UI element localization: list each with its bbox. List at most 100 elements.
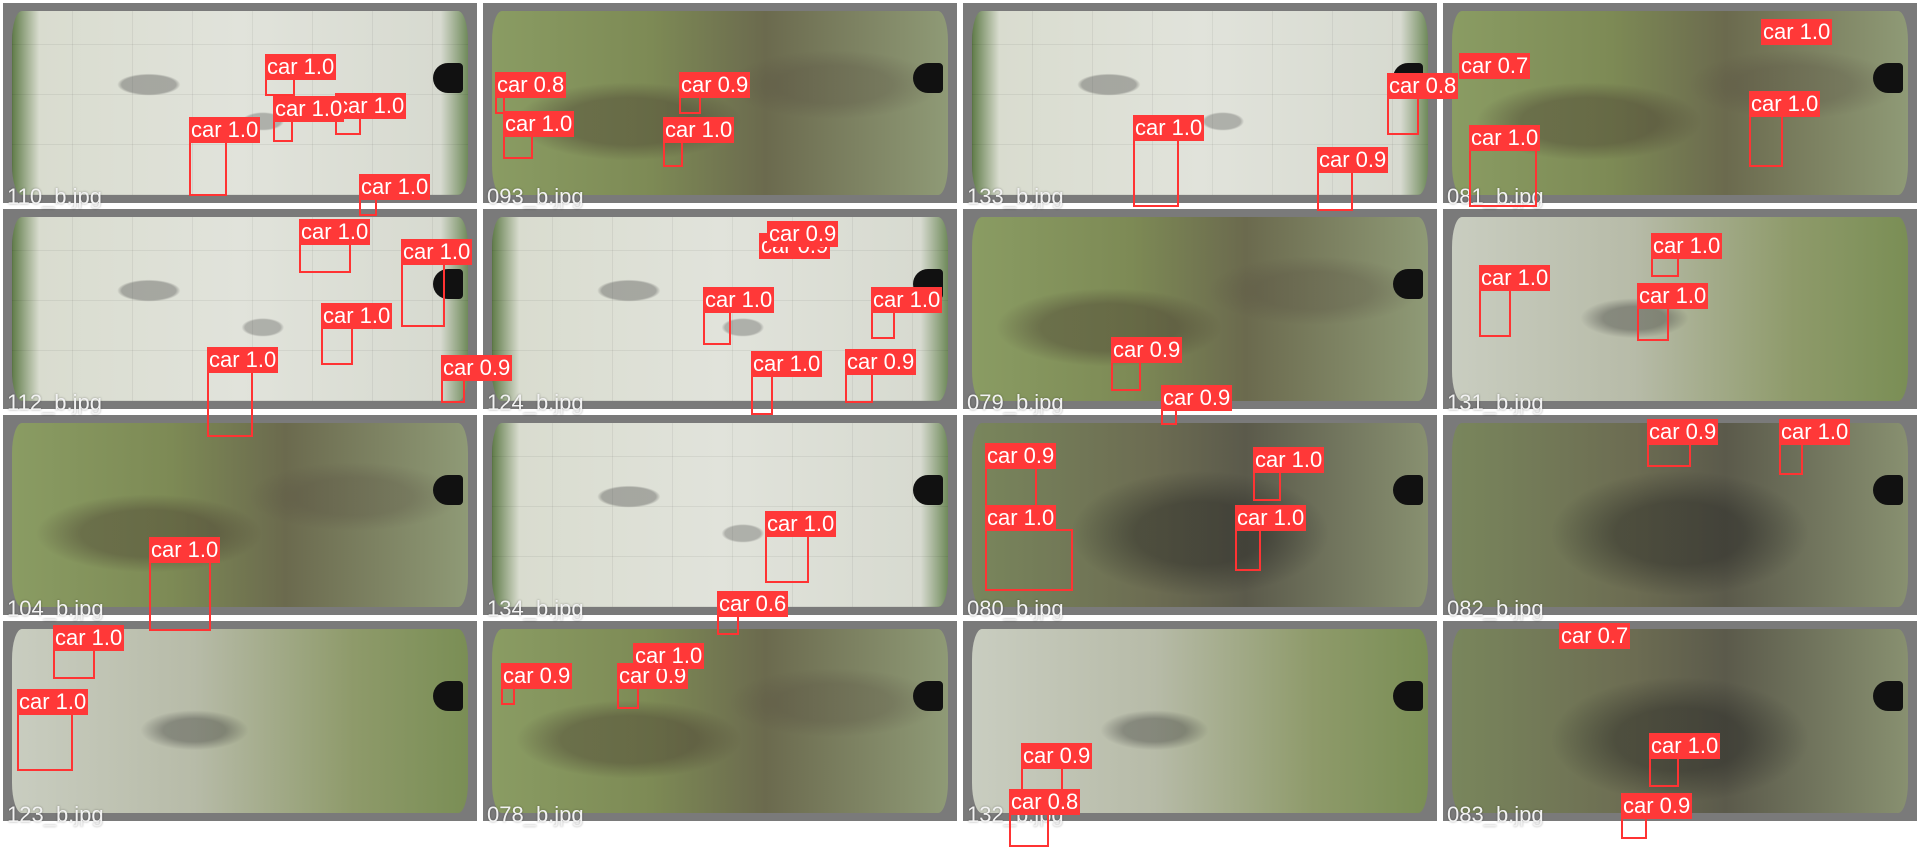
detection-label: car 0.9	[679, 72, 751, 98]
car-bounding-box: car 1.0	[765, 511, 837, 583]
image-tile: 110_b.jpg car 1.0 car 1.0 car 1.0 car 1.0 car…	[0, 0, 480, 216]
car-bounding-box: car 1.0	[1235, 505, 1307, 571]
detection-label: car 1.0	[1235, 505, 1307, 531]
detection-label: car 0.9	[1111, 337, 1183, 363]
car-bounding-box: car 0.8	[495, 72, 567, 114]
detection-label: car 1.0	[401, 239, 473, 265]
image-tile: 133_b.jpg car 0.8 car 1.0 car 0.9	[960, 0, 1459, 211]
car-bounding-box: car 0.7	[1559, 623, 1631, 651]
lens-notch	[1873, 475, 1903, 505]
aerial-photo	[12, 629, 468, 813]
detection-label: car 1.0	[703, 287, 775, 313]
lens-notch	[1393, 681, 1423, 711]
image-tile: 123_b.jpg car 1.0 car 1.0	[0, 618, 480, 827]
detection-label: car 1.0	[207, 347, 279, 373]
image-filename: 081_b.jpg	[1447, 184, 1544, 209]
car-bounding-box: car 0.9	[501, 663, 573, 705]
car-bounding-box: car 0.7	[1459, 53, 1531, 81]
car-bounding-box: car 1.0	[401, 239, 473, 327]
detection-label: car 0.7	[1459, 53, 1531, 79]
detection-label: car 0.9	[1317, 147, 1389, 173]
detection-label: car 0.9	[1161, 385, 1233, 411]
car-bounding-box: car 0.6	[717, 591, 789, 635]
detection-label: car 1.0	[359, 174, 431, 200]
lens-notch	[433, 475, 463, 505]
detection-label: car 1.0	[1651, 233, 1723, 259]
lens-notch	[1393, 475, 1423, 505]
car-bounding-box: car 0.9	[759, 233, 831, 261]
car-bounding-box: car 0.9	[1317, 147, 1389, 211]
detection-label: car 0.8	[495, 72, 567, 98]
detection-label: car 0.6	[717, 591, 789, 617]
car-bounding-box: car 1.0	[149, 537, 221, 631]
car-bounding-box: car 1.0	[1651, 233, 1723, 277]
car-bounding-box: car 1.0	[1761, 19, 1833, 47]
car-bounding-box: car 0.9	[1021, 743, 1093, 791]
car-bounding-box: car 0.9	[441, 355, 513, 403]
car-bounding-box: car 1.0	[17, 689, 89, 771]
lens-notch	[433, 681, 463, 711]
car-bounding-box: car 1.0	[503, 111, 575, 159]
car-bounding-box: car 1.0	[359, 174, 431, 216]
image-filename: 080_b.jpg	[967, 596, 1064, 621]
image-filename: 110_b.jpg	[7, 184, 103, 209]
detection-label: car 1.0	[663, 117, 735, 143]
detection-label: car 1.0	[17, 689, 89, 715]
detection-label: car 1.0	[53, 625, 125, 651]
car-bounding-box: car 0.8	[1009, 789, 1081, 847]
detection-label: car 1.0	[189, 117, 261, 143]
car-bounding-box: car 1.0	[751, 351, 823, 415]
car-bounding-box: car 1.0	[1253, 447, 1325, 501]
car-bounding-box: car 1.0	[335, 93, 407, 135]
detection-label: car 1.0	[1469, 125, 1541, 151]
car-bounding-box: car 1.0	[1479, 265, 1551, 337]
car-bounding-box: car 1.0	[985, 505, 1073, 591]
lens-notch	[1873, 681, 1903, 711]
image-tile: 078_b.jpg car 0.9 car 0.9 car 1.0	[480, 618, 960, 826]
detection-label: car 1.0	[765, 511, 837, 537]
lens-notch	[913, 475, 943, 505]
detection-label: car 0.9	[845, 349, 917, 375]
car-bounding-box: car 1.0	[1637, 283, 1709, 341]
detection-label: car 0.7	[1559, 623, 1631, 649]
car-bounding-box: car 1.0	[265, 54, 337, 96]
car-bounding-box: car 0.9	[617, 663, 689, 709]
detection-label: car 0.8	[1009, 789, 1081, 815]
lens-notch	[913, 63, 943, 93]
detection-label: car 1.0	[503, 111, 575, 137]
detection-label: car 1.0	[1253, 447, 1325, 473]
detection-label: car 1.0	[633, 643, 705, 669]
car-bounding-box: car 0.9	[1111, 337, 1183, 391]
detection-label: car 1.0	[335, 93, 407, 119]
lens-notch	[433, 63, 463, 93]
image-filename: 104_b.jpg	[7, 596, 104, 621]
detection-label: car 1.0	[299, 219, 371, 245]
car-bounding-box: car 1.0	[1749, 91, 1821, 167]
detection-label: car 1.0	[1761, 19, 1833, 45]
car-bounding-box: car 1.0	[53, 625, 125, 679]
aerial-photo	[492, 629, 948, 813]
detection-label: car 0.9	[1647, 419, 1719, 445]
car-bounding-box: car 0.9	[1647, 419, 1719, 467]
detection-label: car 1.0	[1637, 283, 1709, 309]
image-filename: 134_b.jpg	[487, 596, 584, 621]
car-bounding-box: car 1.0	[703, 287, 775, 345]
car-bounding-box: car 1.0	[299, 219, 371, 273]
car-bounding-box: car 1.0	[189, 117, 261, 196]
image-filename: 123_b.jpg	[7, 802, 104, 827]
image-filename: 112_b.jpg	[7, 390, 103, 415]
detection-label: car 0.8	[1387, 73, 1459, 99]
car-bounding-box: car 0.9	[679, 72, 751, 114]
detection-label: car 1.0	[985, 505, 1057, 531]
detection-label: car 0.9	[1621, 793, 1693, 819]
lens-notch	[1393, 269, 1423, 299]
detection-label: car 0.9	[441, 355, 513, 381]
detection-label: car 0.9	[985, 443, 1057, 469]
car-bounding-box: car 1.0	[1469, 125, 1541, 207]
image-tile: 079_b.jpg car 0.9 car 0.9	[960, 206, 1440, 425]
image-tile: 083_b.jpg car 0.7 car 1.0 car 0.9	[1440, 618, 1920, 839]
aerial-photo	[12, 423, 468, 607]
image-tile: 080_b.jpg car 0.9 car 1.0 car 1.0 car 1.0	[960, 412, 1440, 621]
